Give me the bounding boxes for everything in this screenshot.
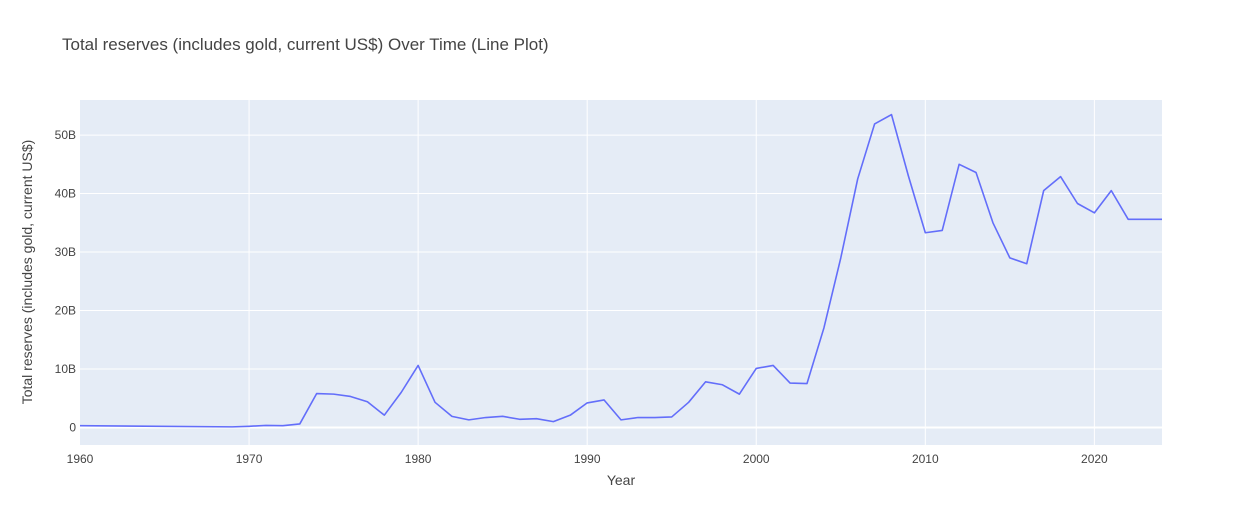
y-tick-label: 10B (55, 362, 76, 376)
x-axis-title: Year (607, 472, 636, 488)
x-tick-label: 1970 (236, 452, 263, 466)
plot-area (80, 100, 1162, 445)
series-line (79, 113, 1162, 428)
x-tick-label: 2000 (743, 452, 770, 466)
y-tick-labels: 0 10B 20B 30B 40B 50B (55, 128, 77, 434)
x-tick-label: 1990 (574, 452, 601, 466)
y-tick-label: 20B (55, 304, 76, 318)
y-axis-title: Total reserves (includes gold, current U… (19, 140, 35, 405)
y-tick-label: 0 (69, 420, 76, 434)
x-tick-label: 1960 (67, 452, 94, 466)
y-tick-label: 50B (55, 128, 76, 142)
x-gridlines (248, 100, 1095, 445)
x-tick-label: 2010 (912, 452, 939, 466)
y-gridlines (80, 134, 1162, 429)
x-tick-label: 1980 (405, 452, 432, 466)
chart-title: Total reserves (includes gold, current U… (62, 35, 549, 54)
y-tick-label: 30B (55, 245, 76, 259)
x-tick-labels: 1960 1970 1980 1990 2000 2010 2020 (67, 452, 1108, 466)
x-tick-label: 2020 (1081, 452, 1108, 466)
y-tick-label: 40B (55, 187, 76, 201)
